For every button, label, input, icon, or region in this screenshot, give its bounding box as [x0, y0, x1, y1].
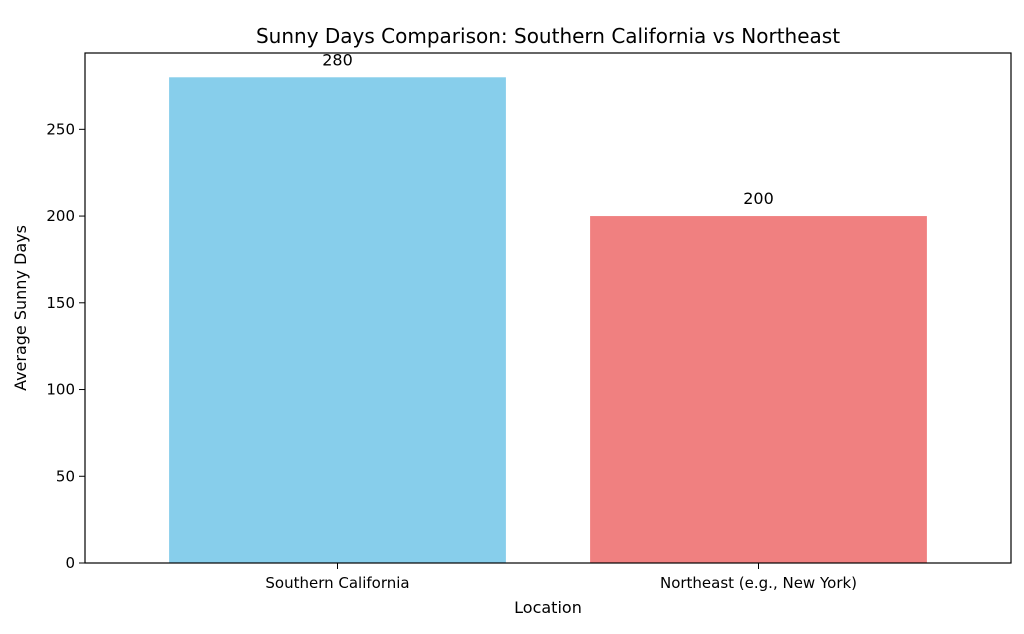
bars-layer — [169, 77, 927, 564]
bar-value-label-1: 280 — [322, 50, 353, 69]
y-tick-label-4: 150 — [46, 294, 75, 312]
y-tick-label-3: 100 — [46, 381, 75, 399]
chart-title: Sunny Days Comparison: Southern Californ… — [256, 24, 840, 48]
x-axis: Southern California Northeast (e.g., New … — [265, 563, 857, 592]
y-axis: 0 50 100 150 200 250 — [46, 120, 85, 572]
y-tick-label-6: 250 — [46, 120, 75, 138]
y-tick-label-5: 200 — [46, 207, 75, 225]
bar-2 — [590, 216, 927, 563]
x-axis-label: Location — [514, 598, 582, 617]
bar-1 — [169, 77, 506, 564]
y-tick-label-2: 50 — [56, 467, 75, 485]
y-tick-label-1: 0 — [65, 554, 75, 572]
plot-frame — [84, 52, 1012, 564]
y-axis-label: Average Sunny Days — [11, 225, 30, 391]
x-tick-label-1: Southern California — [265, 574, 409, 592]
bar-labels-layer: 280 200 — [322, 50, 774, 208]
x-tick-label-2: Northeast (e.g., New York) — [660, 574, 857, 592]
bar-value-label-2: 200 — [743, 189, 774, 208]
